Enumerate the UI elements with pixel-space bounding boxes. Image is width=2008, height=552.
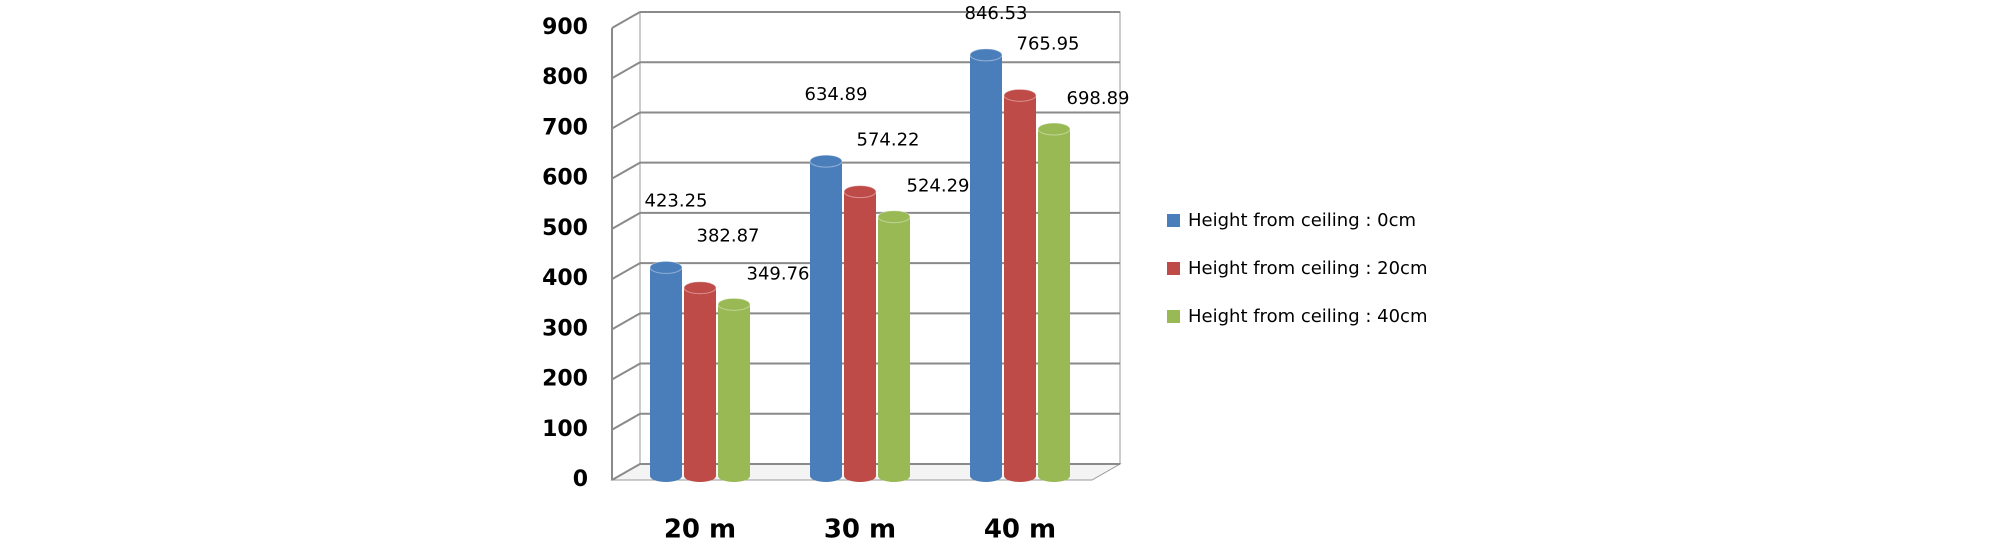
bar-top — [809, 154, 843, 168]
bar — [684, 287, 716, 476]
legend-swatch — [1167, 262, 1180, 275]
grid-line-side — [611, 312, 641, 331]
legend-label: Height from ceiling : 20cm — [1188, 258, 1427, 279]
grid-line-side — [611, 362, 641, 381]
value-label: 634.89 — [805, 84, 868, 105]
x-tick-label: 20 m — [664, 515, 736, 545]
legend-label: Height from ceiling : 40cm — [1188, 306, 1427, 327]
bar — [844, 191, 876, 476]
bar-top — [649, 260, 683, 274]
value-label: 574.22 — [857, 130, 920, 151]
y-tick-label: 0 — [573, 467, 588, 492]
bar — [718, 304, 750, 476]
y-tick-label: 700 — [542, 115, 588, 140]
bar — [1004, 95, 1036, 477]
grid-line-side — [611, 61, 641, 80]
value-label: 698.89 — [1067, 88, 1130, 109]
y-tick-label: 600 — [542, 166, 588, 191]
bar — [810, 161, 842, 476]
bar-top — [1003, 88, 1037, 102]
bar-top — [1037, 122, 1071, 136]
grid-line-side — [611, 262, 641, 280]
grid-line-side — [611, 11, 641, 29]
bar-top — [717, 297, 751, 311]
y-tick-label: 200 — [542, 367, 588, 392]
value-label: 765.95 — [1017, 33, 1080, 54]
grid-line-side — [611, 111, 641, 130]
grid-line-side — [611, 412, 641, 431]
value-label: 846.53 — [965, 3, 1028, 24]
grid-line-side — [611, 161, 641, 180]
grid-line-side — [611, 212, 641, 230]
x-tick-label: 40 m — [984, 515, 1056, 545]
grid-line-side — [611, 463, 641, 481]
bar-top — [683, 281, 717, 295]
y-tick-label: 400 — [542, 266, 588, 291]
bar — [970, 54, 1002, 476]
x-tick-label: 30 m — [824, 515, 896, 545]
legend-swatch — [1167, 214, 1180, 227]
y-tick-label: 500 — [542, 216, 588, 241]
bar — [1038, 129, 1070, 477]
value-label: 349.76 — [747, 263, 810, 284]
value-label: 382.87 — [697, 226, 760, 247]
bar-top — [969, 48, 1003, 62]
bar-top — [877, 210, 911, 224]
bar-top — [843, 185, 877, 199]
y-tick-label: 800 — [542, 65, 588, 90]
y-tick-label: 100 — [542, 417, 588, 442]
legend-swatch — [1167, 310, 1180, 323]
bar — [650, 267, 682, 476]
value-label: 524.29 — [907, 176, 970, 197]
y-tick-label: 300 — [542, 316, 588, 341]
legend-label: Height from ceiling : 0cm — [1188, 210, 1416, 231]
y-tick-label: 900 — [542, 15, 588, 40]
value-label: 423.25 — [645, 190, 708, 211]
bar — [878, 216, 910, 476]
